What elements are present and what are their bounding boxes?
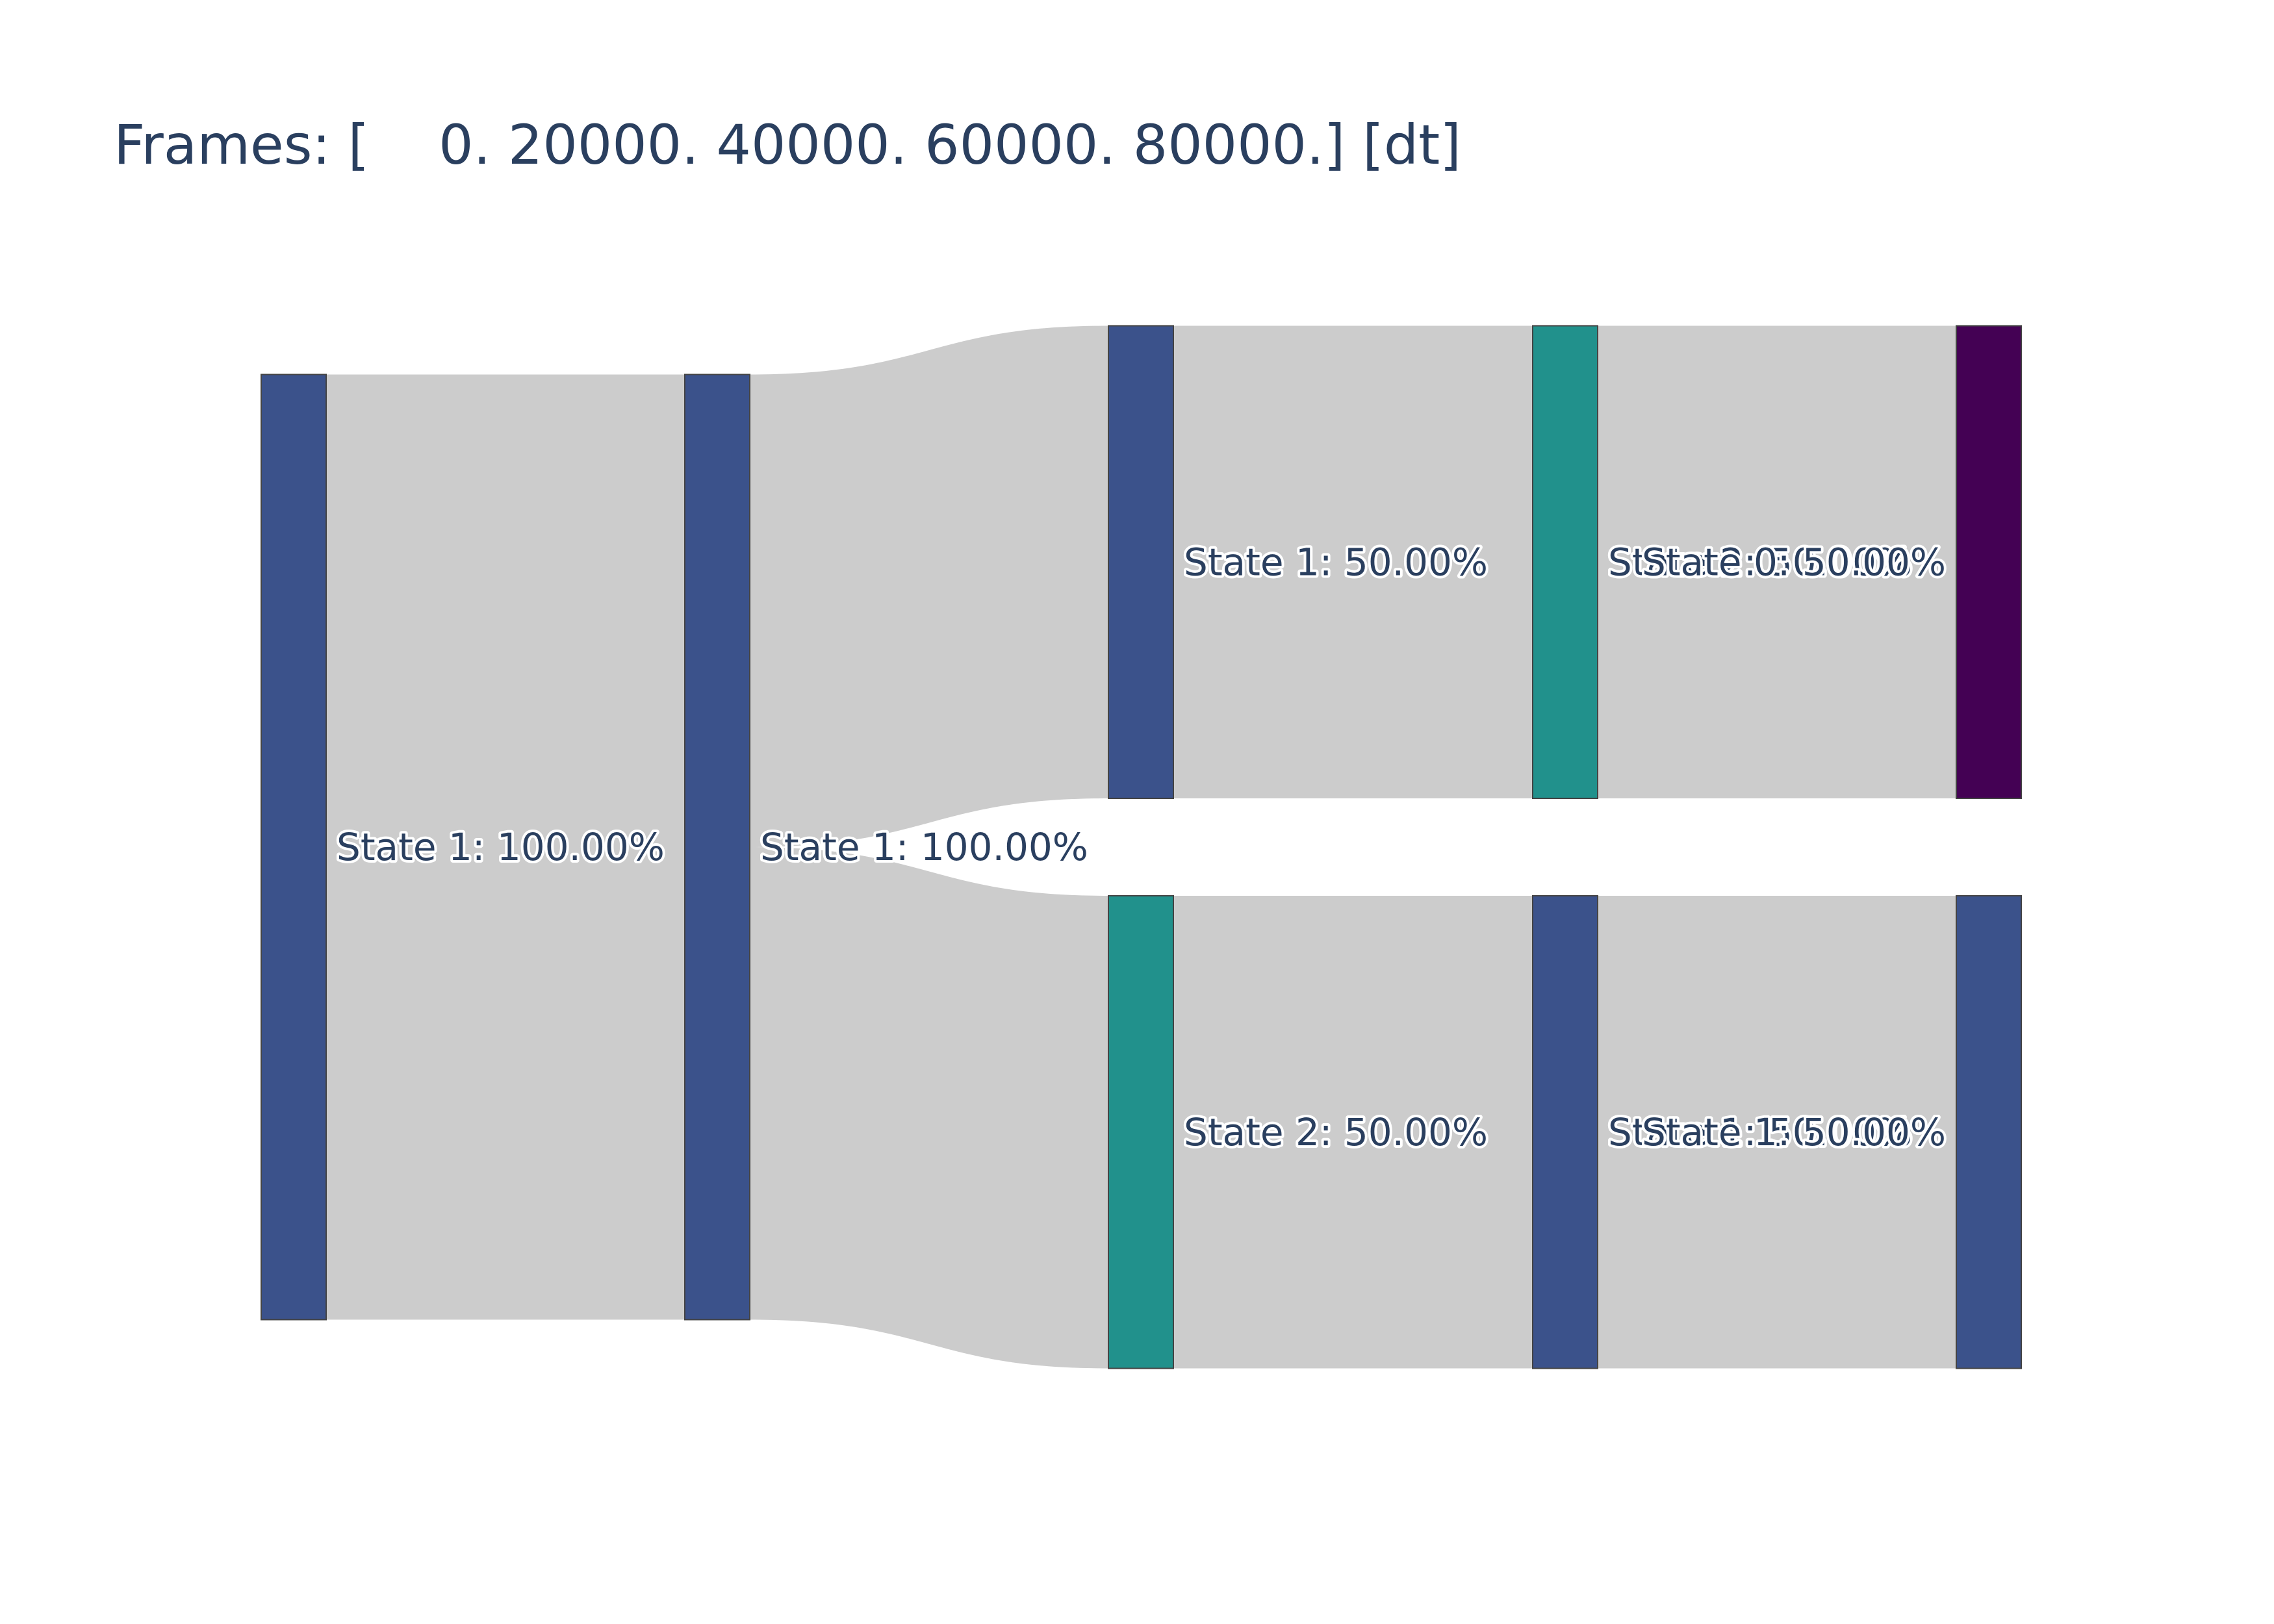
sankey-node	[1532, 895, 1598, 1369]
sankey-node-label: State 0: 50.00%	[1642, 540, 1946, 584]
chart-title: Frames: [ 0. 20000. 40000. 60000. 80000.…	[114, 113, 1461, 177]
sankey-node	[1956, 895, 2022, 1369]
sankey-node	[684, 374, 750, 1321]
labels-layer: State 1: 100.00% State 1: 100.00% State 1:…	[334, 537, 1948, 1157]
sankey-node	[1532, 325, 1598, 799]
sankey-node-label: State 2: 50.00%	[1184, 1110, 1488, 1154]
sankey-node-label: State 1: 100.00%	[337, 825, 665, 869]
sankey-node-label: State 2: 50.00%	[1608, 540, 1912, 584]
sankey-link	[750, 325, 1108, 847]
sankey-link	[1173, 896, 1533, 1369]
sankey-link	[750, 847, 1108, 1369]
sankey-node-label: State 1: 50.00%	[1608, 1110, 1912, 1154]
sankey-node	[1108, 895, 1174, 1369]
sankey-link	[1598, 896, 1956, 1369]
sankey-node-label: State 1: 100.00%	[760, 825, 1088, 869]
nodes-layer	[261, 325, 2022, 1369]
sankey-node	[1108, 325, 1174, 799]
sankey-node-label: State 1: 50.00%	[1184, 540, 1488, 584]
sankey-link	[1598, 325, 1956, 798]
sankey-link	[326, 374, 685, 1320]
sankey-node-label: State 1: 50.00%	[1642, 1110, 1946, 1154]
sankey-node	[261, 374, 327, 1321]
links-layer	[326, 325, 1956, 1369]
sankey-link	[1173, 325, 1533, 798]
sankey-node	[1956, 325, 2022, 799]
